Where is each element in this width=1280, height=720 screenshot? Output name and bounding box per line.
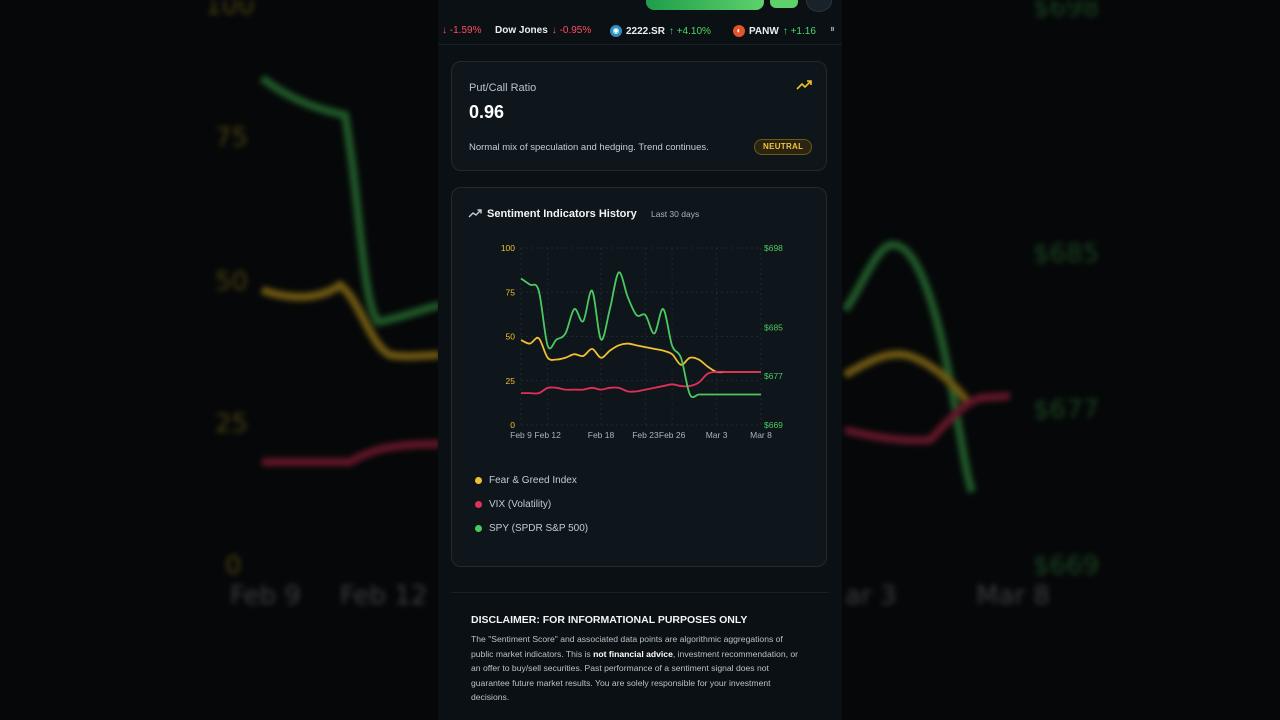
ticker-tape: ↓ -1.59% Dow Jones ↓ -0.95% ◉ 2222.SR ↑ …: [438, 20, 842, 45]
ticker-item-panw[interactable]: ◐ PANW ↑ +1.16: [733, 25, 816, 37]
legend-dot: [475, 501, 482, 508]
disclaimer-title: DISCLAIMER: FOR INFORMATIONAL PURPOSES O…: [471, 614, 748, 626]
y-right-tick-label: $685: [764, 322, 783, 332]
x-tick-label: Feb 23: [632, 430, 659, 440]
phone-screen: ↓ -1.59% Dow Jones ↓ -0.95% ◉ 2222.SR ↑ …: [438, 0, 842, 720]
sentiment-history-card: Sentiment Indicators History Last 30 day…: [451, 187, 827, 567]
x-tick-label: Feb 18: [588, 430, 615, 440]
trending-up-icon: [796, 80, 812, 90]
ticker-item-0[interactable]: ↓ -1.59%: [438, 25, 481, 36]
bg-y-0: 0: [225, 551, 242, 581]
bg-y-669: $669: [1033, 551, 1099, 581]
bg-x-feb12: Feb 12: [340, 581, 427, 611]
y-left-tick-label: 25: [506, 376, 516, 386]
x-tick-label: Feb 12: [534, 430, 561, 440]
x-tick-label: Feb 9: [510, 430, 532, 440]
disclaimer-bold: not financial advice: [593, 648, 673, 659]
upgrade-button[interactable]: [646, 0, 764, 10]
series-line-spy-spdr-s-p-500[interactable]: [520, 271, 761, 399]
bg-y-698: $698: [1033, 0, 1099, 23]
avatar[interactable]: [806, 0, 832, 12]
pause-icon[interactable]: ⏸: [830, 24, 835, 35]
ticker-name: PANW: [749, 25, 779, 37]
action-button[interactable]: [770, 0, 798, 8]
legend-item-spy[interactable]: SPY (SPDR S&P 500): [475, 523, 588, 534]
divider: [451, 592, 829, 593]
ticker-change: ↑ +1.16: [782, 25, 816, 37]
put-call-ratio-card: Put/Call Ratio 0.96 Normal mix of specul…: [451, 61, 827, 171]
put-call-value: 0.96: [469, 102, 505, 122]
x-tick-label: Mar 8: [750, 430, 772, 440]
bg-y-50: 50: [215, 267, 248, 297]
put-call-title: Put/Call Ratio: [469, 82, 537, 94]
legend-item-fear-greed[interactable]: Fear & Greed Index: [475, 475, 577, 486]
bg-x-mar3: ar 3: [845, 581, 896, 611]
ticker-item-dow-jones[interactable]: Dow Jones ↓ -0.95%: [495, 25, 591, 36]
y-right-tick-label: $669: [764, 420, 783, 430]
y-right-tick-label: $677: [764, 371, 783, 381]
bg-y-75: 75: [215, 123, 248, 153]
y-left-tick-label: 0: [510, 420, 515, 430]
bg-x-mar8: Mar 8: [976, 581, 1050, 611]
y-left-tick-label: 100: [501, 243, 515, 253]
top-bar: [438, 0, 842, 14]
ticker-change: ↓ -0.95%: [551, 25, 592, 36]
status-badge: NEUTRAL: [754, 139, 813, 155]
ticker-name: Dow Jones: [495, 25, 548, 36]
x-tick-label: Feb 26: [659, 430, 686, 440]
ticker-item-2222sr[interactable]: ◉ 2222.SR ↑ +4.10%: [610, 25, 711, 37]
bg-y-677: $677: [1033, 395, 1099, 425]
bg-y-25: 25: [215, 409, 248, 439]
legend-item-vix[interactable]: VIX (Volatility): [475, 499, 551, 510]
legend-label: Fear & Greed Index: [489, 475, 577, 486]
x-tick-label: Mar 3: [706, 430, 728, 440]
disclaimer-text: The "Sentiment Score" and associated dat…: [471, 632, 807, 705]
ticker-change: ↑ +4.10%: [668, 25, 711, 37]
panw-logo-icon: ◐: [733, 25, 745, 37]
legend-label: VIX (Volatility): [489, 499, 552, 510]
series-line-vix-volatility[interactable]: [521, 370, 761, 395]
aramco-logo-icon: ◉: [610, 25, 622, 37]
history-title: Sentiment Indicators History: [487, 208, 637, 220]
legend-dot: [475, 525, 482, 532]
y-left-tick-label: 50: [506, 332, 516, 342]
legend-label: SPY (SPDR S&P 500): [489, 523, 589, 534]
bg-y-100: 100: [205, 0, 255, 21]
bg-y-685: $685: [1033, 239, 1099, 269]
disclaimer-text-after: , investment recommendation, or an offer…: [471, 648, 799, 703]
put-call-description: Normal mix of speculation and hedging. T…: [469, 142, 709, 153]
trending-up-icon: [468, 209, 482, 218]
disclaimer-text-before: The "Sentiment Score" and associated dat…: [471, 634, 783, 659]
history-subtitle: Last 30 days: [651, 209, 700, 219]
series-line-fear-greed-index[interactable]: [520, 336, 761, 374]
ticker-name: 2222.SR: [626, 25, 665, 37]
y-left-tick-label: 75: [506, 287, 516, 297]
y-right-tick-label: $698: [764, 243, 783, 253]
legend-dot: [475, 477, 482, 484]
ticker-change: ↓ -1.59%: [442, 25, 482, 36]
bg-x-feb9: Feb 9: [230, 581, 301, 611]
sentiment-history-chart[interactable]: 0 25 50 75 100 $669 $677 $685 $698 Feb 9 Feb 12 Feb…: [452, 188, 826, 458]
